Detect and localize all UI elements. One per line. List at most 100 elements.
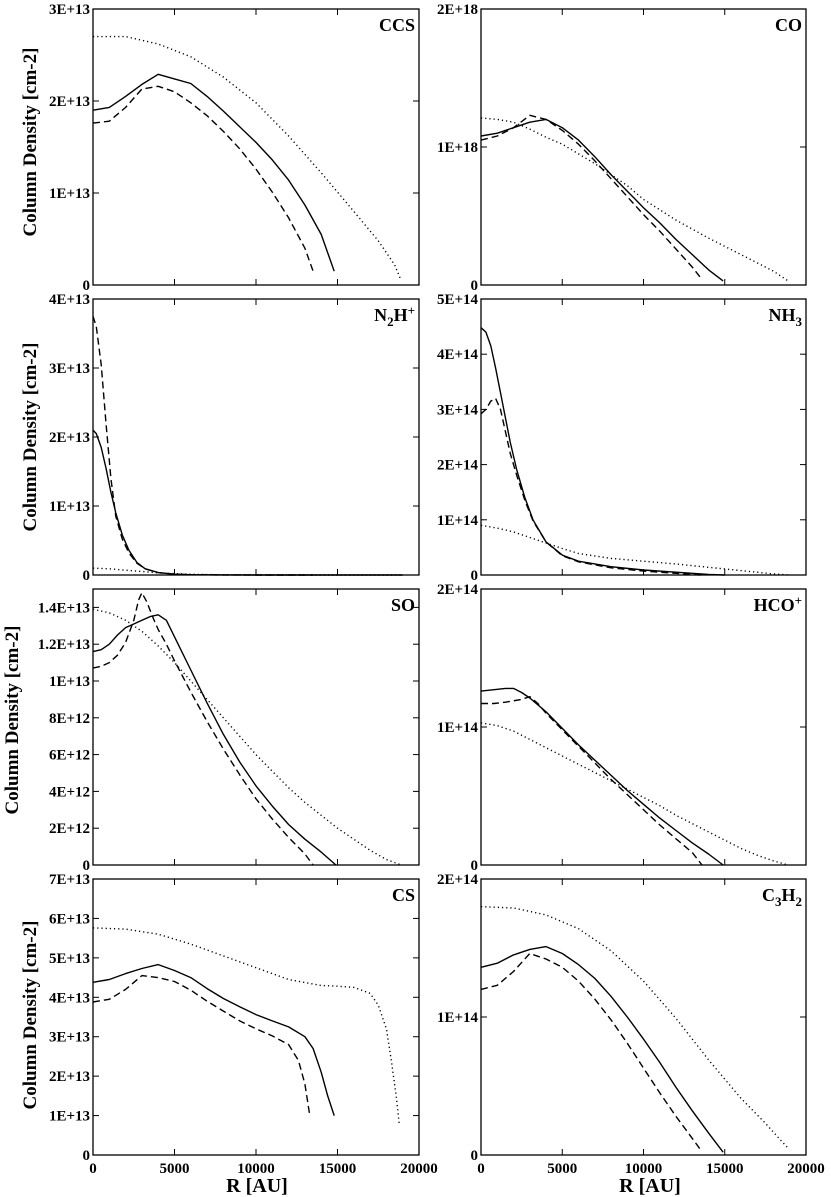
y-tick-label: 2E+14 <box>437 458 479 474</box>
series-dashed-so <box>92 592 314 866</box>
panel-title-nh3: NH3 <box>769 305 803 329</box>
panel-so: 0 2E+12 4E+12 6E+12 8E+12 1E+13 1.2E+13 1.4E+13… <box>38 588 420 874</box>
y-tick-label: 1E+13 <box>49 1109 90 1125</box>
panel-title-c3h2: C3H2 <box>762 885 802 909</box>
series-dashed-cs <box>92 974 311 1116</box>
panel-c3h2: 0 1E+14 2E+14 0 5000 10000 15000 20000 C3H2 <box>437 872 825 1177</box>
plot-frame-nh3 <box>480 298 807 576</box>
y-tick-label: 4E+12 <box>49 784 90 800</box>
y-tick-label: 0 <box>471 858 479 874</box>
panel-cs: 0 1E+13 2E+13 3E+13 4E+13 5E+13 6E+13 7E+13 0 500… <box>49 872 438 1177</box>
y-tick-label: 1E+18 <box>437 140 478 156</box>
series-solid-ccs <box>92 73 335 272</box>
panel-hco-: 0 1E+14 2E+14 HCO+ <box>437 582 807 874</box>
x-tick-label: 10000 <box>625 1161 663 1177</box>
series-solid-co <box>480 118 724 282</box>
plot-frame-c3h2 <box>480 878 807 1156</box>
panel-title-cs: CS <box>392 885 415 905</box>
y-tick-label: 2E+14 <box>437 582 479 598</box>
series-dotted-nh3 <box>480 524 790 576</box>
y-tick-label: 1E+14 <box>437 513 479 529</box>
x-tick-label: 5000 <box>547 1161 577 1177</box>
plot-frame-n2h- <box>92 298 420 576</box>
x-tick-label: 15000 <box>319 1161 357 1177</box>
series-dashed-c3h2 <box>480 952 701 1150</box>
x-tick-label: 10000 <box>237 1161 275 1177</box>
panel-n2h-: 0 1E+13 2E+13 3E+13 4E+13 N2H+ <box>49 292 420 584</box>
panel-ccs: 0 1E+13 2E+13 3E+13 CCS <box>49 2 420 294</box>
series-solid-cs <box>92 963 335 1116</box>
y-tick-label: 1E+13 <box>49 186 90 202</box>
panel-title-ccs: CCS <box>379 15 415 35</box>
series-dotted-ccs <box>93 35 402 281</box>
series-dashed-co <box>480 114 703 280</box>
x-tick-label: 0 <box>477 1161 485 1177</box>
series-dashed-hco- <box>481 695 703 866</box>
y-tick-label: 5E+13 <box>49 951 90 967</box>
x-axis-label-left: R [AU] <box>226 1175 288 1197</box>
y-axis-label-row-3: Column Density [cm-2] <box>2 626 23 815</box>
series-solid-nh3 <box>480 327 725 576</box>
y-tick-label: 6E+13 <box>49 911 90 927</box>
y-tick-label: 6E+12 <box>49 748 90 764</box>
y-tick-label: 0 <box>83 568 91 584</box>
y-tick-label: 2E+18 <box>437 2 478 18</box>
series-solid-hco- <box>480 687 724 866</box>
y-tick-label: 1E+14 <box>437 720 479 736</box>
plot-frame-hco- <box>480 588 807 866</box>
y-tick-label: 4E+13 <box>49 292 90 308</box>
y-tick-label: 7E+13 <box>49 872 90 888</box>
y-tick-label: 1E+14 <box>437 1010 479 1026</box>
y-tick-label: 2E+12 <box>49 821 90 837</box>
x-tick-label: 15000 <box>706 1161 744 1177</box>
series-dashed-nh3 <box>480 397 701 576</box>
y-tick-label: 2E+14 <box>437 872 479 888</box>
panel-nh3: 0 1E+14 2E+14 3E+14 4E+14 5E+14 NH3 <box>437 292 807 584</box>
x-tick-label: 5000 <box>160 1161 190 1177</box>
panel-title-co: CO <box>775 15 802 35</box>
series-dotted-n2h- <box>92 567 403 576</box>
y-tick-label: 2E+13 <box>49 1069 90 1085</box>
series-dotted-hco- <box>480 722 789 866</box>
plot-frame-ccs <box>92 8 420 286</box>
x-axis-label-right: R [AU] <box>619 1175 681 1197</box>
y-tick-label: 2E+13 <box>49 94 90 110</box>
x-tick-label: 0 <box>89 1161 97 1177</box>
panel-title-so: SO <box>391 595 415 615</box>
y-tick-label: 8E+12 <box>49 711 90 727</box>
x-tick-label: 20000 <box>400 1161 438 1177</box>
y-tick-label: 0 <box>471 278 479 294</box>
plot-frame-so <box>92 588 420 866</box>
y-tick-label: 5E+14 <box>437 292 479 308</box>
y-tick-label: 1E+13 <box>49 674 90 690</box>
y-axis-label-row-4: Column Density [cm-2] <box>20 921 41 1110</box>
y-tick-label: 0 <box>83 858 91 874</box>
panel-co: 0 1E+18 2E+18 CO <box>437 2 807 294</box>
panels: 0 1E+13 2E+13 3E+13 CCS 0 1E+18 2E+18 CO 0 1E+13 2E… <box>38 2 825 1177</box>
y-tick-label: 4E+14 <box>437 347 479 363</box>
series-solid-so <box>92 614 337 866</box>
series-dotted-cs <box>92 927 401 1126</box>
series-dashed-ccs <box>92 85 314 272</box>
series-solid-n2h- <box>92 429 403 576</box>
y-tick-label: 0 <box>83 278 91 294</box>
y-axis-label-row-2: Column Density [cm-2] <box>20 343 41 532</box>
y-tick-label: 3E+13 <box>49 2 90 18</box>
plot-frame-co <box>480 8 807 286</box>
y-tick-label: 3E+13 <box>49 1030 90 1046</box>
x-tick-label: 20000 <box>787 1161 825 1177</box>
plot-frame-cs <box>92 878 420 1156</box>
panel-title-n2h-: N2H+ <box>374 303 415 329</box>
y-tick-label: 1.4E+13 <box>38 600 90 616</box>
series-dotted-so <box>92 608 402 866</box>
panel-title-hco-: HCO+ <box>754 593 802 615</box>
y-tick-label: 0 <box>471 568 479 584</box>
series-dashed-n2h- <box>92 316 314 576</box>
y-tick-label: 4E+13 <box>49 990 90 1006</box>
y-tick-label: 3E+14 <box>437 402 479 418</box>
y-axis-label-row-1: Column Density [cm-2] <box>20 48 41 237</box>
y-tick-label: 0 <box>83 1148 91 1164</box>
y-tick-label: 3E+13 <box>49 361 90 377</box>
y-tick-label: 1.2E+13 <box>38 637 90 653</box>
